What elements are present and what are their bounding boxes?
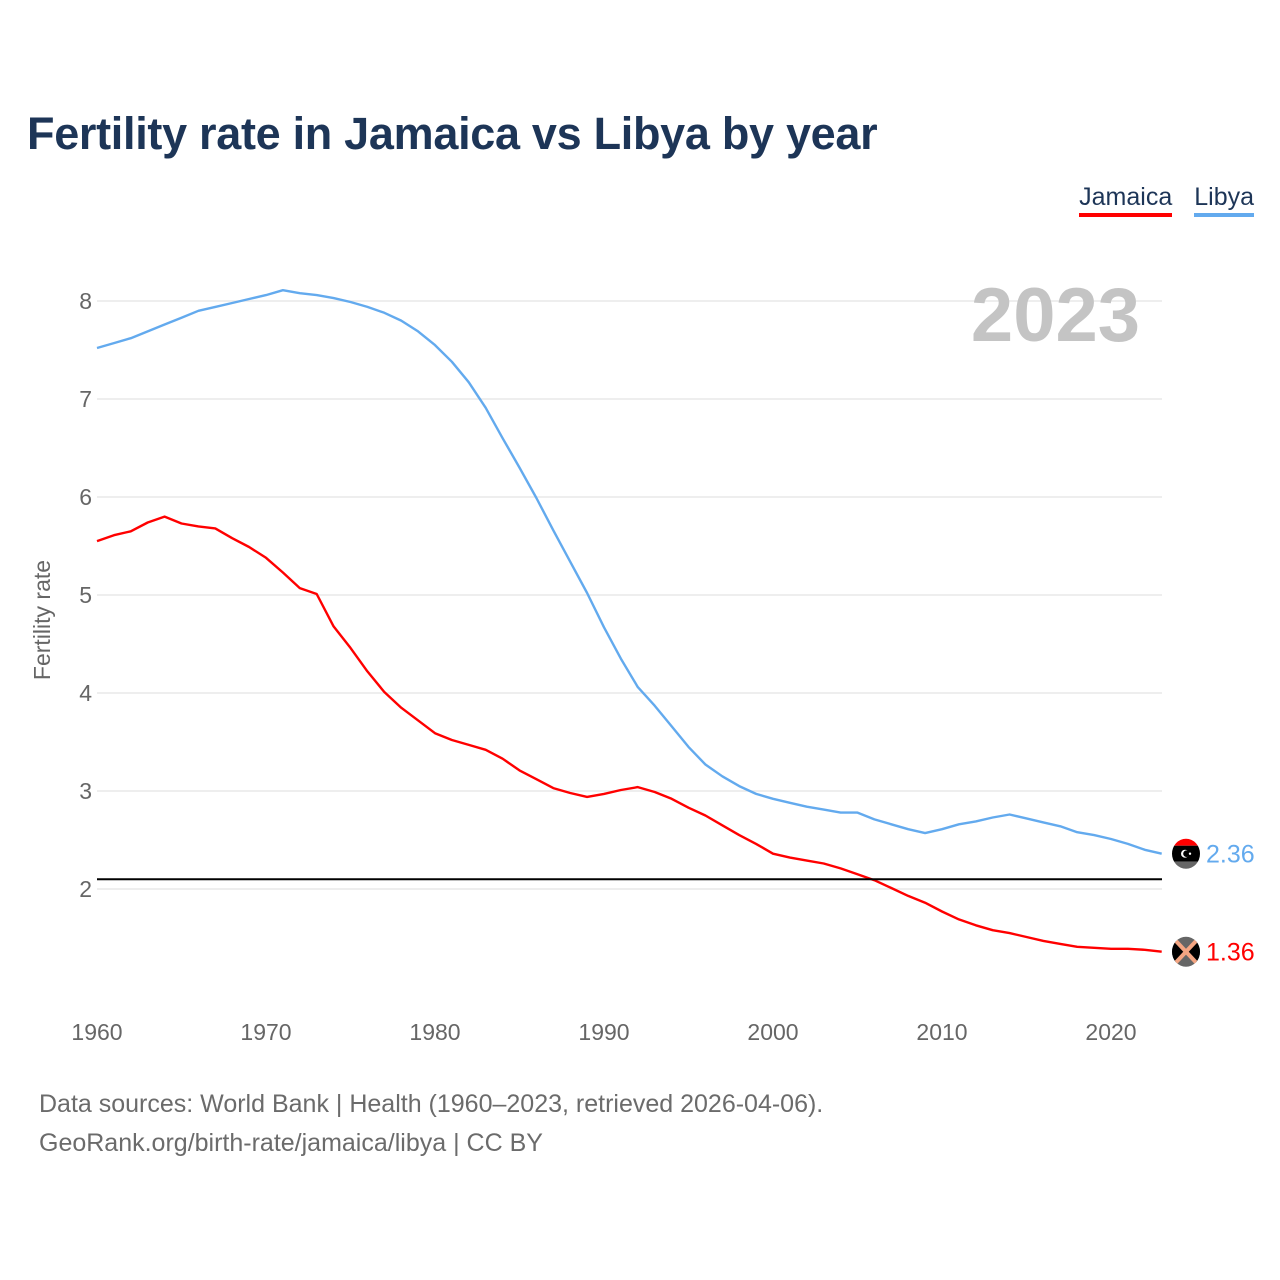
y-tick-label: 4 <box>79 680 92 706</box>
legend: Jamaica Libya <box>1079 183 1254 217</box>
y-tick-label: 7 <box>79 386 92 412</box>
data-source-text: Data sources: World Bank | Health (1960–… <box>39 1090 824 1118</box>
series-line-libya <box>96 289 1162 855</box>
x-tick-label: 1970 <box>240 1019 291 1045</box>
y-tick-label: 6 <box>79 484 92 510</box>
series-line-jamaica <box>96 515 1162 953</box>
current-year-label: 2023 <box>971 273 1140 358</box>
end-value-label-jamaica: 1.36 <box>1206 939 1255 967</box>
y-tick-label: 3 <box>79 778 92 804</box>
footer: Data sources: World Bank | Health (1960–… <box>39 1085 823 1163</box>
source-link[interactable]: GeoRank.org/birth-rate/jamaica/libya | C… <box>39 1129 543 1157</box>
y-axis-ticks: 2 3 4 5 6 7 8 <box>79 288 92 902</box>
y-axis-label: Fertility rate <box>29 560 55 680</box>
flag-libya-icon <box>1172 838 1200 869</box>
end-value-label-libya: 2.36 <box>1206 841 1255 869</box>
x-tick-label: 2010 <box>916 1019 967 1045</box>
x-tick-label: 1960 <box>71 1019 122 1045</box>
y-tick-label: 8 <box>79 288 92 314</box>
x-tick-label: 2020 <box>1085 1019 1136 1045</box>
y-tick-label: 2 <box>79 876 92 902</box>
end-markers: 1.36 2.36 <box>1172 838 1255 967</box>
flag-jamaica-icon <box>1172 936 1200 967</box>
gridlines <box>97 300 1162 890</box>
y-tick-label: 5 <box>79 582 92 608</box>
x-tick-label: 2000 <box>747 1019 798 1045</box>
legend-item-jamaica[interactable]: Jamaica <box>1079 183 1173 217</box>
series-lines <box>96 289 1162 953</box>
legend-item-libya[interactable]: Libya <box>1194 183 1254 217</box>
x-tick-label: 1980 <box>409 1019 460 1045</box>
chart-title: Fertility rate in Jamaica vs Libya by ye… <box>27 108 878 159</box>
x-axis-ticks: 1960 1970 1980 1990 2000 2010 2020 <box>71 1019 1136 1045</box>
x-tick-label: 1990 <box>578 1019 629 1045</box>
